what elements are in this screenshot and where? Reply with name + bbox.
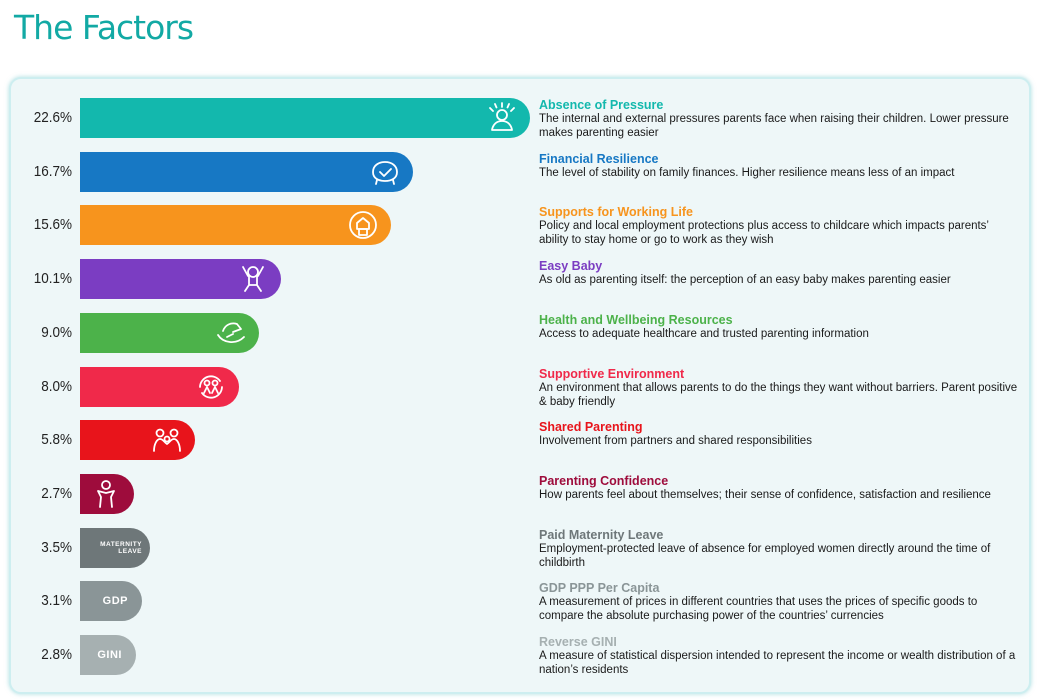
bar-value-label: 2.7% — [41, 484, 72, 502]
factor-text: The internal and external pressures pare… — [539, 113, 1009, 139]
factor-description: Supportive Environment An environment tha… — [539, 367, 1019, 409]
factor-text: An environment that allows parents to do… — [539, 381, 1018, 408]
factor-name: Absence of Pressure — [539, 98, 664, 112]
bar-value-label: 15.6% — [33, 216, 72, 234]
bar-value-label: 2.8% — [41, 646, 72, 663]
factor-description: Parenting Confidence How parents feel abo… — [539, 474, 1019, 502]
bar-reverse-gini: GINI — [80, 635, 136, 675]
factor-name: Parenting Confidence — [539, 473, 669, 488]
bar-paid-maternity-leave: MATERNITY LEAVE — [80, 527, 150, 568]
factor-name: Easy Baby — [539, 259, 603, 274]
bar-value-label: 8.0% — [41, 377, 72, 395]
factor-description: Paid Maternity Leave Employment-protected… — [539, 528, 1019, 570]
caring-hand-icon — [217, 322, 245, 343]
factor-name: Shared Parenting — [539, 420, 643, 435]
factor-text: A measurement of prices in different cou… — [539, 596, 978, 623]
factor-text: As old as parenting itself: the percepti… — [539, 274, 951, 287]
factor-description: Supports for Working Life Policy and loca… — [539, 205, 1019, 247]
bar-shared-parenting — [80, 420, 195, 461]
factor-name: Reverse GINI — [539, 635, 617, 649]
bar-value-label: 22.6% — [33, 109, 72, 126]
factor-description: Absence of Pressure The internal and exte… — [539, 98, 1019, 140]
factor-text: Employment-protected leave of absence fo… — [539, 542, 991, 569]
bar-inline-label: MATERNITY LEAVE — [100, 540, 142, 555]
factor-text: Access to adequate healthcare and truste… — [539, 327, 869, 340]
factor-text: Policy and local employment protections … — [539, 220, 989, 247]
bar-value-label: 5.8% — [41, 431, 72, 449]
factor-name: Supportive Environment — [539, 366, 685, 381]
bar-value-label: 9.0% — [41, 323, 72, 341]
bar-value-label: 10.1% — [33, 270, 72, 288]
bar-value-label: 3.5% — [41, 538, 72, 556]
bar-parenting-confidence — [80, 473, 134, 514]
bar-value-label: 3.1% — [41, 592, 72, 610]
factor-text: The level of stability on family finance… — [539, 166, 955, 179]
factor-description: GDP PPP Per Capita A measurement of price… — [539, 581, 1019, 623]
factor-description: Health and Wellbeing Resources Access to … — [539, 313, 1019, 341]
person-with-aura-icon — [489, 102, 515, 131]
factor-text: A measure of statistical dispersion inte… — [539, 650, 1016, 676]
confident-person-icon — [97, 479, 115, 508]
page-title: The Factors — [14, 8, 194, 47]
bar-supportive-environment — [80, 366, 239, 407]
factor-name: Financial Resilience — [539, 151, 659, 166]
bar-absence-of-pressure — [80, 98, 530, 138]
factor-text: How parents feel about themselves; their… — [539, 488, 991, 501]
factor-description: Shared Parenting Involvement from partner… — [539, 420, 1019, 448]
factor-description: Easy Baby As old as parenting itself: the… — [539, 259, 1019, 287]
parents-with-child-icon — [153, 428, 181, 453]
bar-inline-label: GDP — [102, 595, 128, 608]
factor-text: Involvement from partners and shared res… — [539, 435, 812, 448]
home-work-balance-icon — [349, 211, 377, 240]
bar-financial-resilience — [80, 151, 413, 192]
bar-value-label: 16.7% — [33, 162, 72, 180]
factor-name: Supports for Working Life — [539, 205, 693, 220]
bar-gdp-ppp-per-capita: GDP — [80, 581, 142, 622]
factor-name: Health and Wellbeing Resources — [539, 312, 733, 327]
bar-easy-baby — [80, 259, 281, 300]
bar-health-and-wellbeing-resources — [80, 312, 259, 353]
factor-name: GDP PPP Per Capita — [539, 581, 660, 596]
bar-inline-label: GINI — [97, 649, 122, 661]
factor-name: Paid Maternity Leave — [539, 527, 664, 542]
happy-baby-icon — [242, 266, 264, 292]
factor-description: Financial Resilience The level of stabili… — [539, 152, 1019, 180]
factor-description: Reverse GINI A measure of statistical dis… — [539, 635, 1019, 677]
bar-supports-for-working-life — [80, 205, 391, 246]
piggy-bank-check-icon — [372, 160, 398, 185]
family-circle-icon — [199, 374, 223, 399]
